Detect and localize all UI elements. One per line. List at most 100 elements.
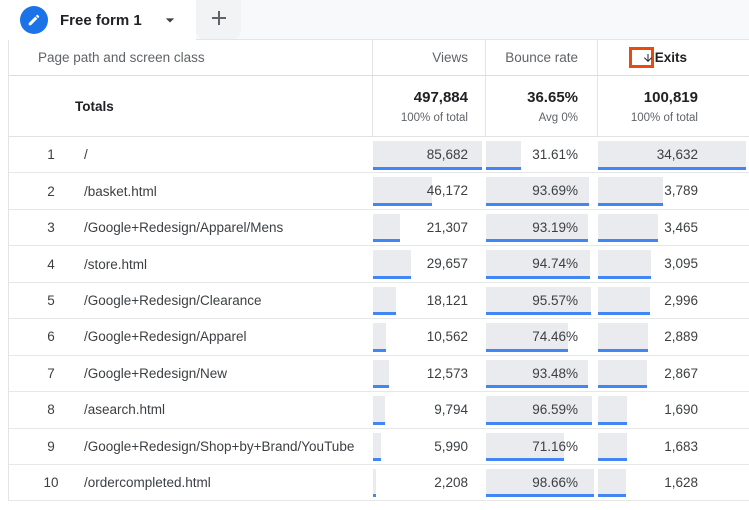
totals-bounce-rate: 36.65% Avg 0% [485,76,597,136]
bounce-rate-bar [486,468,594,498]
bounce-rate-bar [486,359,589,389]
bounce-rate-cell: 94.74% [485,246,597,282]
table-row[interactable]: 9 /Google+Redesign/Shop+by+Brand/YouTube… [9,429,749,465]
dimension-cell: 9 /Google+Redesign/Shop+by+Brand/YouTube [9,429,372,465]
exits-bar [598,468,626,498]
add-tab-button[interactable] [196,0,241,40]
table-row[interactable]: 4 /store.html 29,657 94.74% 3,095 [9,246,749,283]
column-header-bounce-rate[interactable]: Bounce rate [485,40,597,75]
column-header-exits[interactable]: Exits [597,40,749,75]
exits-cell: 1,690 [597,392,749,428]
views-cell: 10,562 [372,319,485,355]
dimension-cell: 2 /basket.html [9,173,372,209]
totals-row: Totals 497,884 100% of total 36.65% Avg … [9,76,749,137]
views-bar [373,250,411,279]
views-bar [373,468,376,498]
exits-cell: 2,889 [597,319,749,355]
table-row[interactable]: 3 /Google+Redesign/Apparel/Mens 21,307 9… [9,210,749,247]
exits-bar [598,141,746,170]
bounce-rate-cell: 31.61% [485,137,597,173]
exits-cell: 3,789 [597,173,749,209]
row-rank: 3 [47,220,55,236]
dimension-cell: 8 /asearch.html [9,392,372,428]
row-page-path: / [84,147,88,163]
bounce-rate-bar [486,286,591,316]
tab-bar-divider [196,39,749,40]
row-page-path: /basket.html [84,183,157,199]
edit-pencil-icon [20,6,48,34]
table-body: 1 / 85,682 31.61% 34,632 2 /basket.html … [9,137,749,502]
annotation-highlight-box [628,47,654,68]
bounce-rate-bar [486,213,589,243]
views-bar [373,432,381,461]
bounce-rate-bar [486,250,590,279]
views-cell: 12,573 [372,356,485,392]
table-header-row: Page path and screen class Views Bounce … [9,40,749,76]
tab-free-form-1[interactable]: Free form 1 [0,0,196,40]
totals-views: 497,884 100% of total [372,76,485,136]
views-cell: 21,307 [372,210,485,246]
explorations-tab-bar: Free form 1 [0,0,749,40]
column-header-page-path[interactable]: Page path and screen class [38,50,205,65]
row-rank: 6 [47,329,55,345]
views-bar [373,213,401,243]
table-row[interactable]: 5 /Google+Redesign/Clearance 18,121 95.5… [9,283,749,320]
bounce-rate-cell: 93.19% [485,210,597,246]
exits-cell: 1,683 [597,429,749,465]
views-cell: 18,121 [372,283,485,319]
totals-label: Totals [75,98,114,114]
bounce-rate-bar [486,323,568,352]
row-rank: 7 [47,365,55,381]
bounce-rate-cell: 71.16% [485,429,597,465]
row-rank: 10 [43,475,59,491]
exits-cell: 3,465 [597,210,749,246]
row-page-path: /Google+Redesign/Shop+by+Brand/YouTube [84,438,355,454]
row-page-path: /Google+Redesign/Apparel/Mens [84,220,284,236]
table-row[interactable]: 2 /basket.html 46,172 93.69% 3,789 [9,173,749,210]
row-rank: 1 [47,147,55,163]
row-page-path: /Google+Redesign/Clearance [84,293,262,308]
row-page-path: /ordercompleted.html [84,475,211,491]
row-rank: 4 [47,256,55,272]
bounce-rate-cell: 96.59% [485,392,597,428]
row-rank: 2 [47,183,55,199]
dimension-cell: 4 /store.html [9,246,372,282]
exits-bar [598,213,658,243]
row-page-path: /Google+Redesign/Apparel [84,329,247,345]
dimension-cell: 7 /Google+Redesign/New [9,356,372,392]
row-rank: 8 [47,402,55,418]
chevron-down-icon[interactable] [160,10,180,30]
exits-bar [598,286,650,316]
bounce-rate-cell: 93.48% [485,356,597,392]
views-bar [373,141,482,170]
table-row[interactable]: 6 /Google+Redesign/Apparel 10,562 74.46%… [9,319,749,356]
column-header-views[interactable]: Views [372,40,485,75]
row-page-path: /store.html [84,256,148,272]
table-row[interactable]: 10 /ordercompleted.html 2,208 98.66% 1,6… [9,465,749,502]
table-row[interactable]: 7 /Google+Redesign/New 12,573 93.48% 2,8… [9,356,749,393]
exits-cell: 2,867 [597,356,749,392]
exits-bar [598,432,627,461]
bounce-rate-cell: 95.57% [485,283,597,319]
row-page-path: /Google+Redesign/New [84,365,227,381]
bounce-rate-bar [486,141,521,170]
bounce-rate-cell: 93.69% [485,173,597,209]
views-cell: 85,682 [372,137,485,173]
free-form-table: Page path and screen class Views Bounce … [8,40,749,502]
bounce-rate-bar [486,177,589,206]
dimension-cell: 3 /Google+Redesign/Apparel/Mens [9,210,372,246]
dimension-cell: 6 /Google+Redesign/Apparel [9,319,372,355]
exits-cell: 2,996 [597,283,749,319]
table-row[interactable]: 8 /asearch.html 9,794 96.59% 1,690 [9,392,749,429]
bounce-rate-bar [486,396,592,425]
exits-bar [598,177,664,206]
views-cell: 5,990 [372,429,485,465]
exits-bar [598,359,648,389]
views-bar [373,177,432,206]
row-page-path: /asearch.html [84,402,166,418]
exits-cell: 34,632 [597,137,749,173]
table-row[interactable]: 1 / 85,682 31.61% 34,632 [9,137,749,174]
views-cell: 46,172 [372,173,485,209]
exits-bar [598,250,652,279]
bounce-rate-bar [486,432,564,461]
